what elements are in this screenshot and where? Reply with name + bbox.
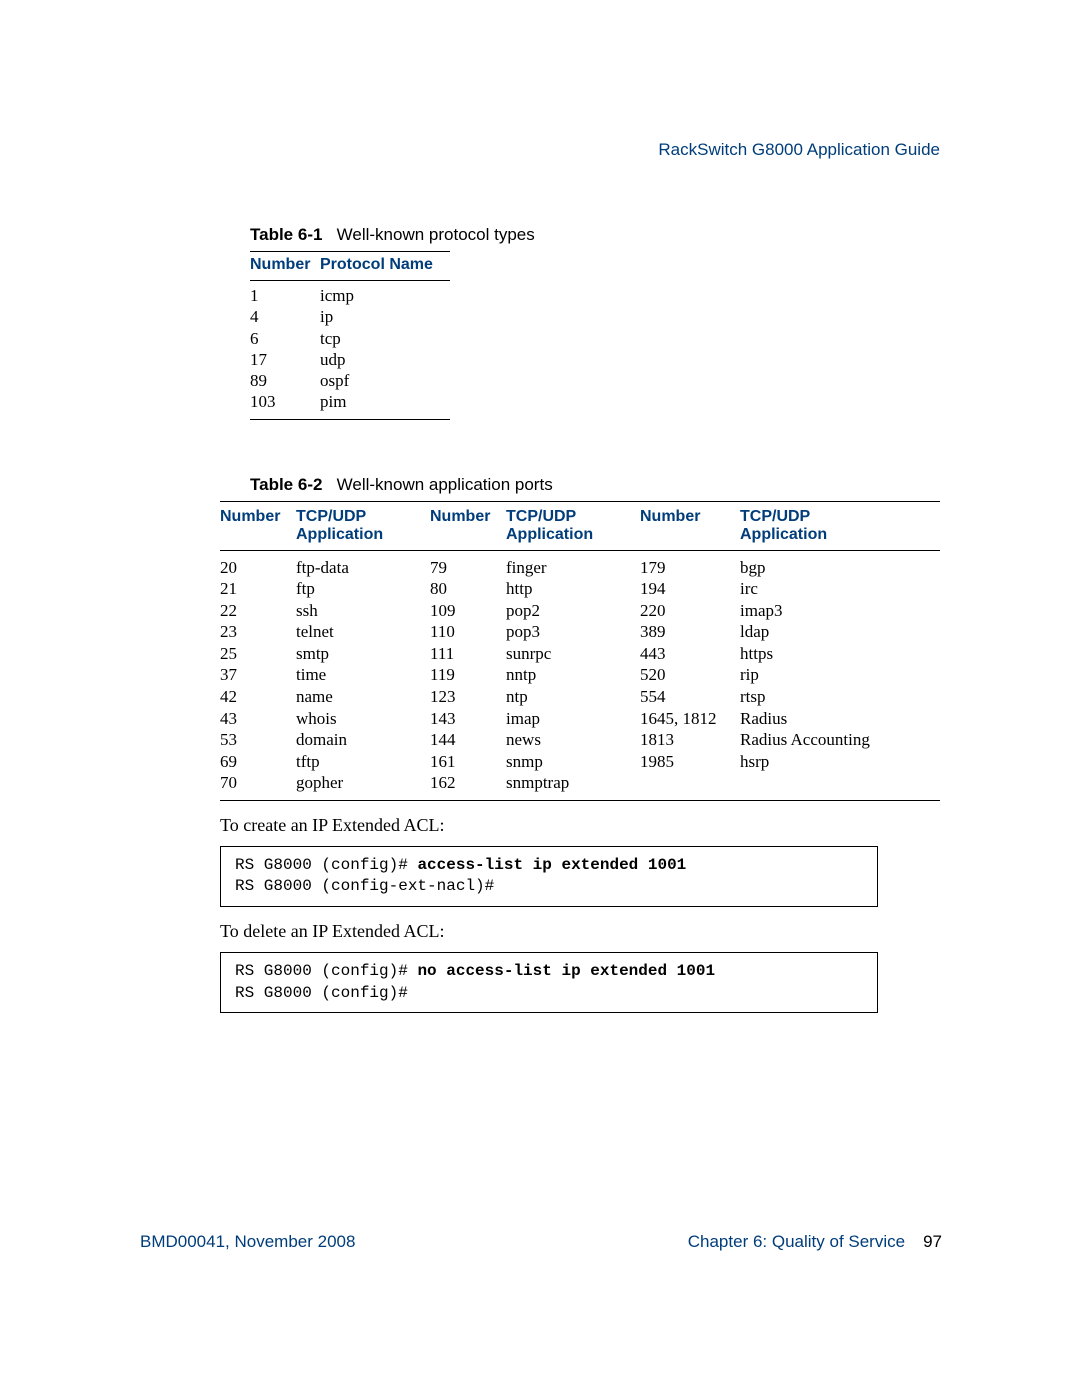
code2-l2: RS G8000 (config)# (235, 984, 408, 1002)
table2-hdr-c4: TCP/UDPApplication (506, 508, 640, 544)
code2-l1-prompt: RS G8000 (config)# (235, 962, 417, 980)
table2-hdr-c6: TCP/UDPApplication (740, 508, 940, 544)
table-row: 20ftp-data79finger179bgp (220, 557, 940, 579)
page-content: Table 6-1 Well-known protocol types Numb… (220, 225, 940, 1027)
table1-caption-text (327, 225, 336, 244)
page-number: 97 (923, 1232, 942, 1251)
table1-caption-label: Table 6-1 (250, 225, 322, 244)
table2-hdr-c5: Number (640, 508, 740, 526)
code2-l1-cmd: no access-list ip extended 1001 (417, 962, 715, 980)
table-row: 17udp (250, 349, 450, 370)
table2-body: 20ftp-data79finger179bgp21ftp80http194ir… (220, 551, 940, 800)
table2-hdr-c3: Number (430, 508, 506, 526)
code1-l2: RS G8000 (config-ext-nacl)# (235, 877, 494, 895)
table2-caption: Table 6-2 Well-known application ports (250, 475, 940, 495)
table2: Number TCP/UDPApplication Number TCP/UDP… (220, 501, 940, 801)
table-row: 53domain144news1813Radius Accounting (220, 729, 940, 751)
para-delete: To delete an IP Extended ACL: (220, 921, 940, 942)
table2-hdr-c1: Number (220, 508, 296, 526)
code1-l1-cmd: access-list ip extended 1001 (417, 856, 686, 874)
table2-hdr-c2: TCP/UDPApplication (296, 508, 430, 544)
table1-header: Number Protocol Name (250, 252, 450, 281)
doc-header-title: RackSwitch G8000 Application Guide (658, 140, 940, 160)
table-row: 43whois143imap1645, 1812Radius (220, 708, 940, 730)
table-row: 37time119nntp520rip (220, 664, 940, 686)
table1-body: 1icmp4ip6tcp17udp89ospf103pim (250, 281, 450, 419)
table-row: 70gopher162snmptrap (220, 772, 940, 794)
footer-right: Chapter 6: Quality of Service 97 (688, 1232, 942, 1252)
table-row: 6tcp (250, 328, 450, 349)
codebox-delete: RS G8000 (config)# no access-list ip ext… (220, 952, 878, 1013)
table-row: 103pim (250, 391, 450, 412)
table2-header: Number TCP/UDPApplication Number TCP/UDP… (220, 502, 940, 551)
table-row: 23telnet110pop3389ldap (220, 621, 940, 643)
table2-caption-label: Table 6-2 (250, 475, 322, 494)
table1-caption: Table 6-1 Well-known protocol types (250, 225, 940, 245)
table-row: 21ftp80http194irc (220, 578, 940, 600)
table-row: 1icmp (250, 285, 450, 306)
table-row: 69tftp161snmp1985hsrp (220, 751, 940, 773)
table1-hdr-number: Number (250, 256, 320, 274)
footer-chapter: Chapter 6: Quality of Service (688, 1232, 905, 1251)
footer-left: BMD00041, November 2008 (140, 1232, 355, 1252)
table1: Number Protocol Name 1icmp4ip6tcp17udp89… (250, 251, 450, 420)
table-row: 89ospf (250, 370, 450, 391)
table1-hdr-protocol: Protocol Name (320, 256, 450, 274)
codebox-create: RS G8000 (config)# access-list ip extend… (220, 846, 878, 907)
table2-caption-text (327, 475, 336, 494)
para-create: To create an IP Extended ACL: (220, 815, 940, 836)
table-row: 25smtp111sunrpc443https (220, 643, 940, 665)
table-row: 42name123ntp554rtsp (220, 686, 940, 708)
table-row: 22ssh109pop2220imap3 (220, 600, 940, 622)
code1-l1-prompt: RS G8000 (config)# (235, 856, 417, 874)
table-row: 4ip (250, 306, 450, 327)
